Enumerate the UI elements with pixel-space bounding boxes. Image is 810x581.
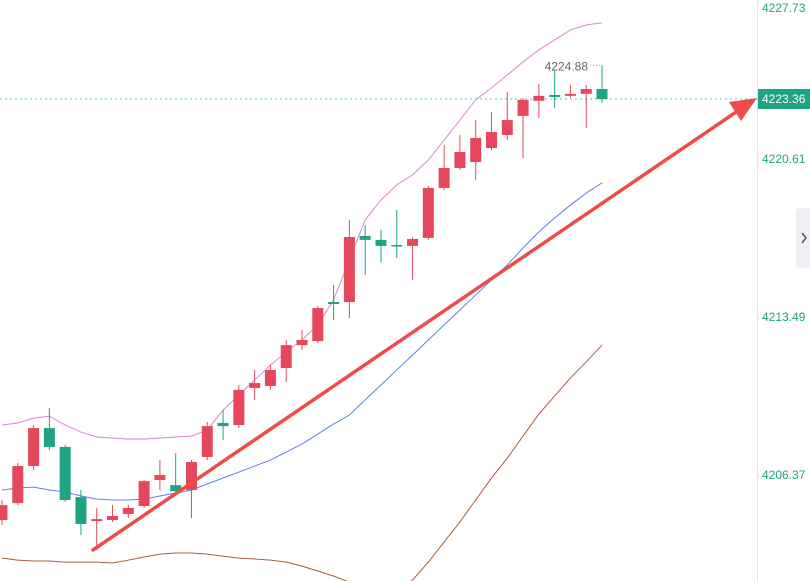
candle-body xyxy=(154,474,166,481)
candle-body xyxy=(296,339,308,346)
candle-body xyxy=(438,167,450,188)
candle-body xyxy=(391,245,403,247)
candle-body xyxy=(43,428,55,447)
y-tick-label: 4220.61 xyxy=(762,152,806,166)
band-line xyxy=(1,344,603,581)
candle-body xyxy=(264,369,276,386)
candle-body xyxy=(217,422,229,427)
candle-body xyxy=(233,389,245,425)
band-line xyxy=(1,22,603,440)
candle-body xyxy=(185,462,197,491)
candle-body xyxy=(28,428,40,467)
candle-body xyxy=(328,302,340,305)
candle-body xyxy=(312,308,324,342)
candle-body xyxy=(485,132,497,149)
candle-body xyxy=(107,515,119,520)
candle-body xyxy=(470,138,482,163)
candle-body xyxy=(564,93,576,96)
candle-body xyxy=(580,88,592,94)
candle-body xyxy=(75,497,87,524)
candle-body xyxy=(454,152,466,168)
candle-body xyxy=(138,481,150,506)
candle-body xyxy=(596,88,608,99)
candle-body xyxy=(280,345,292,368)
candle-body xyxy=(91,519,103,522)
candle-body xyxy=(0,505,8,520)
candle-body xyxy=(407,239,419,246)
candle-body xyxy=(249,383,261,388)
candle-body xyxy=(12,466,24,504)
y-tick-label: 4227.73 xyxy=(762,1,806,15)
y-tick-label: 4213.49 xyxy=(762,310,806,324)
price-axis: 4206.37 4213.49 4220.61 4227.73 4223.36 xyxy=(757,1,810,482)
collapse-panel-button[interactable] xyxy=(796,208,810,268)
trend-arrow xyxy=(91,98,757,552)
last-price-label: 4223.36 xyxy=(762,92,806,106)
candle-body xyxy=(533,95,545,101)
candle-body xyxy=(422,187,434,238)
candle-body xyxy=(343,237,355,303)
candle-body xyxy=(122,507,134,514)
high-label: 4224.88 xyxy=(545,59,589,73)
candle-body xyxy=(549,94,561,97)
y-tick-label: 4206.37 xyxy=(762,468,806,482)
candle-body xyxy=(170,485,182,492)
last-price-tag xyxy=(758,88,810,109)
candle-body xyxy=(359,235,371,240)
candle-body xyxy=(517,99,529,116)
candle-body xyxy=(59,446,71,500)
candle-body xyxy=(501,120,513,135)
plot-area: 4224.88 xyxy=(0,22,757,581)
candle-body xyxy=(375,239,387,246)
candle-body xyxy=(201,426,213,457)
